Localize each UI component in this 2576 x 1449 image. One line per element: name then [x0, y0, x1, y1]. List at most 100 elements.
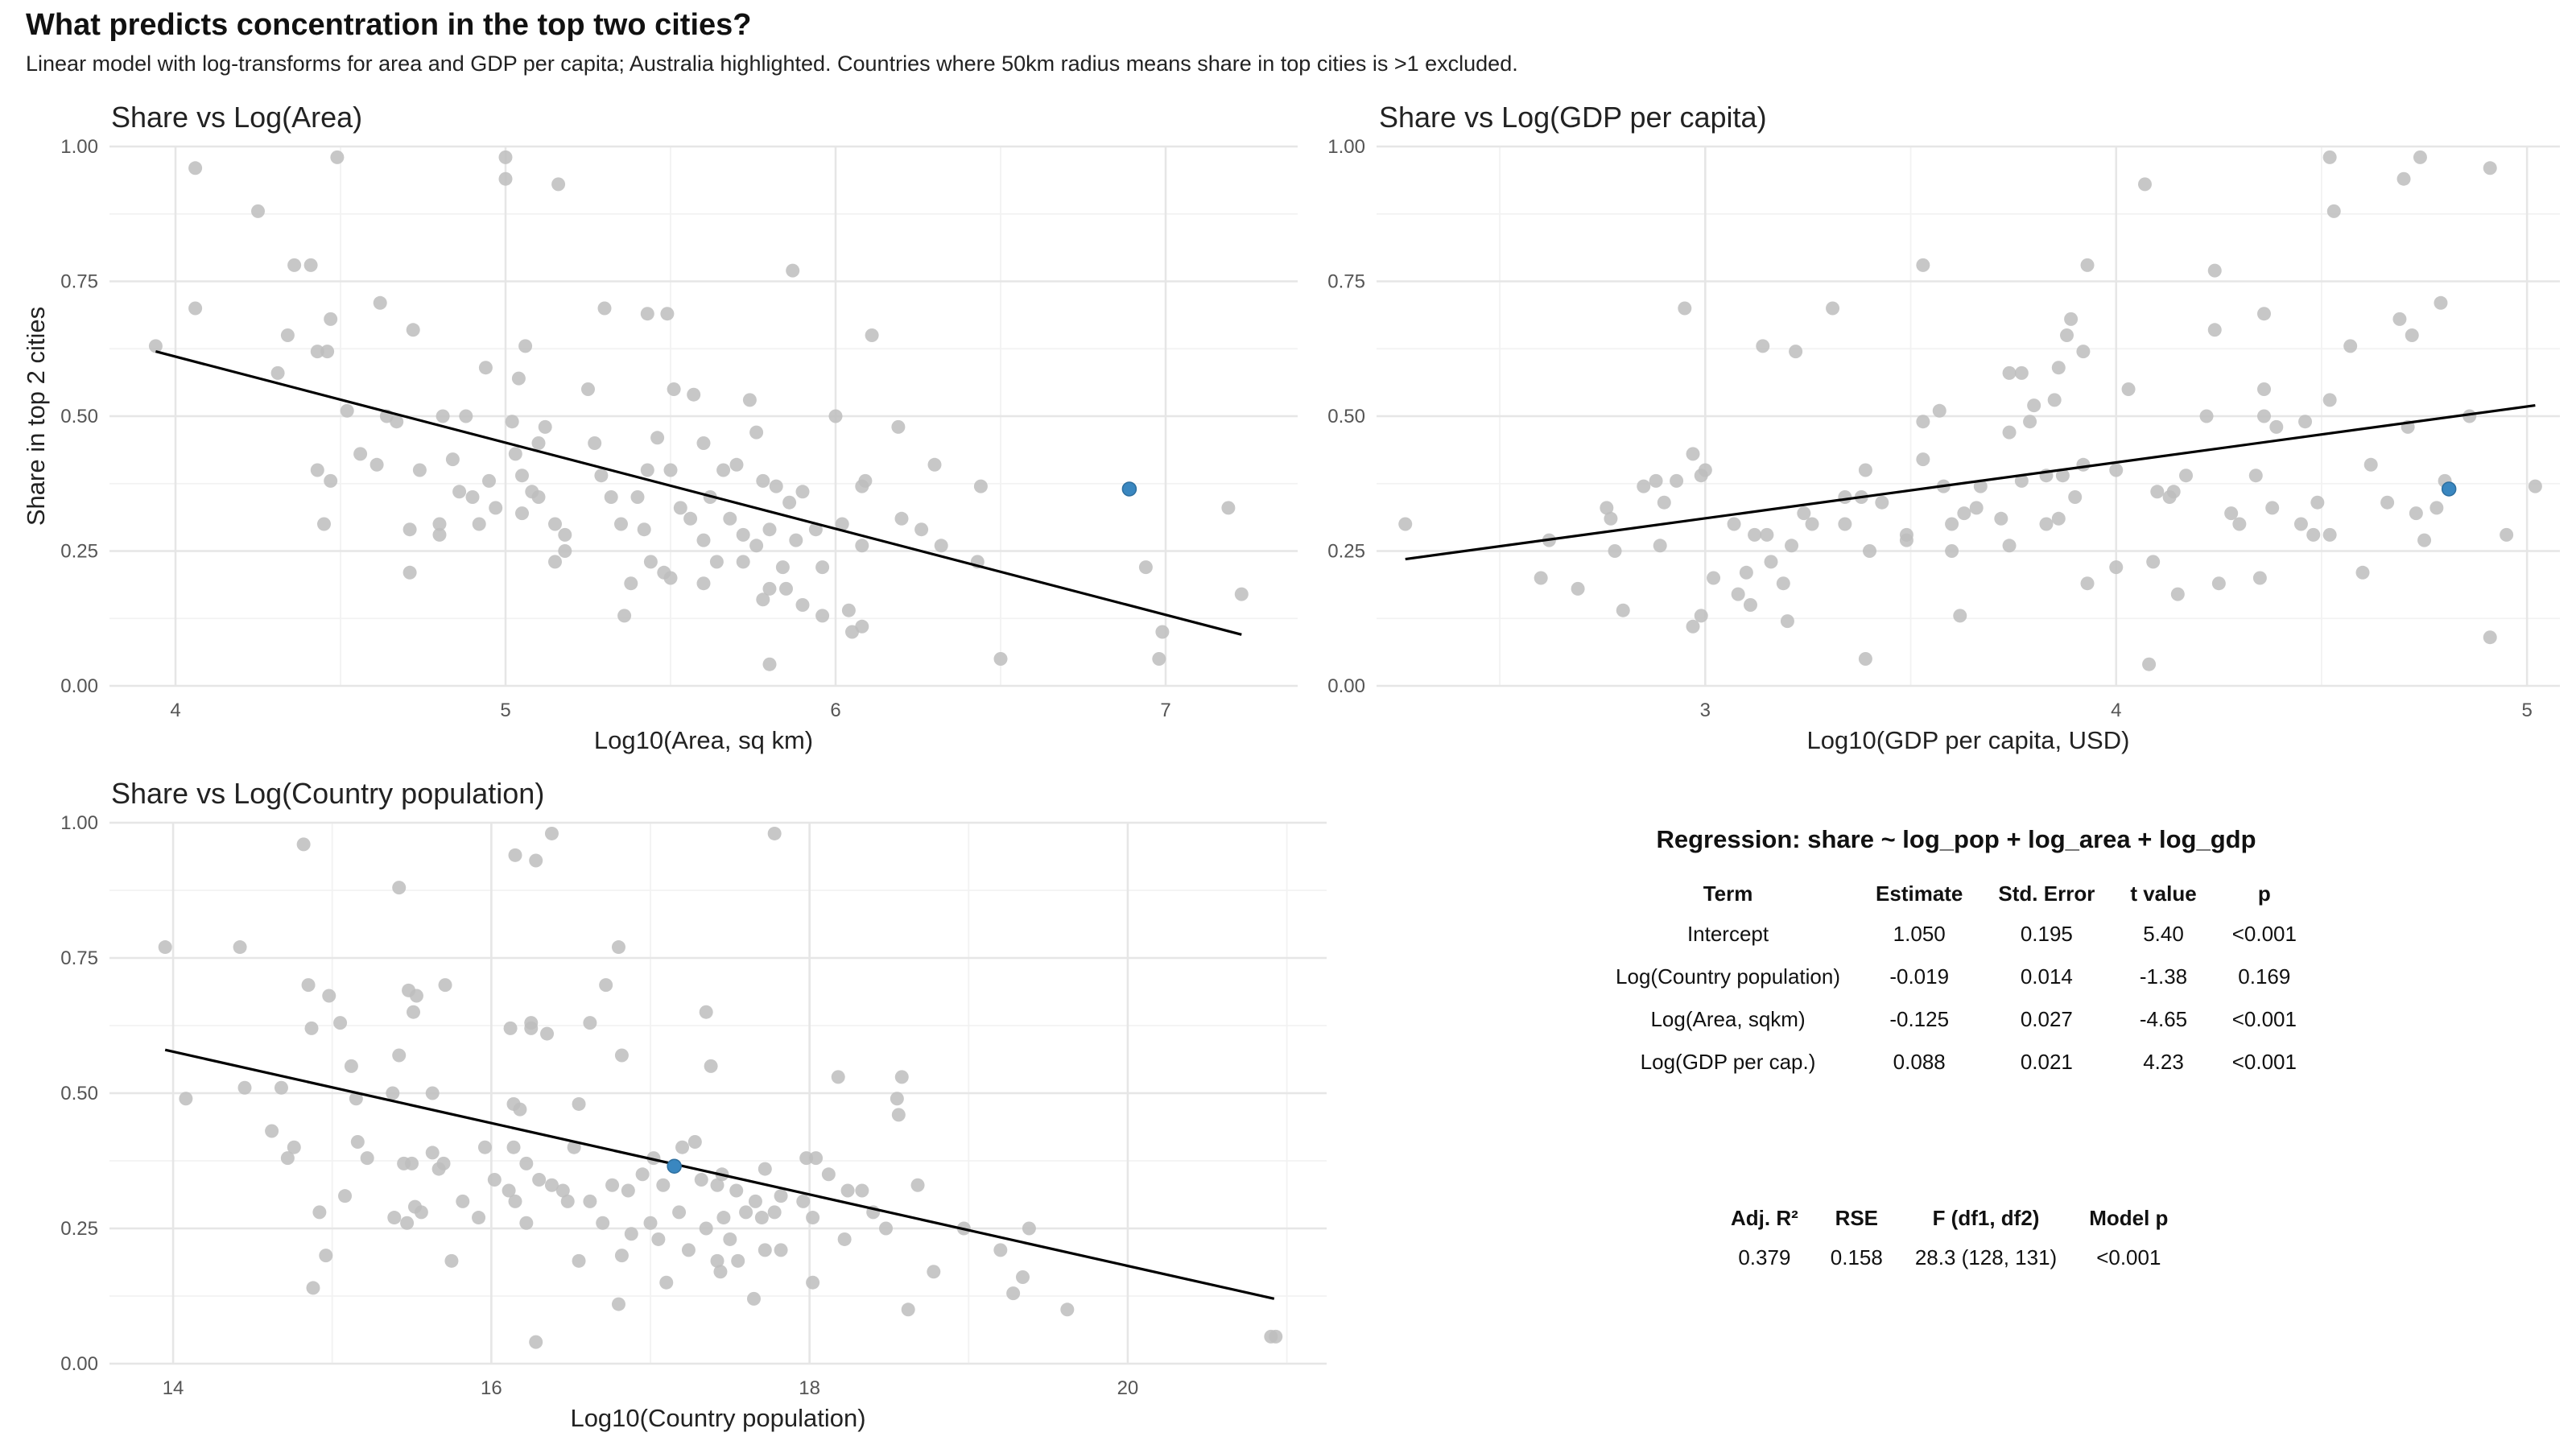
data-point — [436, 409, 450, 423]
x-tick-label: 16 — [481, 1377, 502, 1399]
data-point — [2429, 501, 2444, 515]
data-point — [1776, 576, 1790, 591]
data-point — [865, 328, 879, 342]
data-point — [558, 527, 572, 542]
data-point — [405, 1156, 419, 1170]
data-point — [1571, 581, 1585, 596]
table-row: Log(GDP per cap.) 0.088 0.021 4.23 <0.00… — [1598, 1041, 2314, 1084]
data-point — [538, 419, 552, 434]
data-point — [643, 555, 658, 569]
x-tick-label: 5 — [2521, 700, 2532, 721]
data-point — [2269, 419, 2284, 434]
data-point — [369, 457, 384, 472]
data-point — [2064, 312, 2079, 326]
data-point — [2322, 527, 2337, 542]
data-point — [640, 463, 654, 477]
data-point — [505, 415, 519, 429]
data-point — [762, 657, 777, 671]
data-point — [2248, 469, 2263, 483]
data-point — [583, 1016, 597, 1030]
data-point — [2434, 295, 2448, 310]
data-point — [617, 609, 632, 623]
header-estimate: Estimate — [1876, 881, 1963, 906]
data-point — [572, 1253, 586, 1268]
data-point — [1015, 1269, 1030, 1284]
data-point — [588, 436, 602, 450]
y-axis-title: Share in top 2 cities — [22, 307, 50, 526]
data-point — [855, 479, 869, 493]
data-point — [2207, 323, 2222, 337]
data-point — [438, 978, 452, 993]
data-point — [360, 1151, 374, 1166]
header-p: p — [2257, 881, 2271, 906]
data-point — [891, 419, 906, 434]
data-point — [663, 463, 678, 477]
data-point — [392, 881, 407, 895]
data-point — [731, 1253, 745, 1268]
data-point — [1953, 609, 1967, 623]
y-tick-label: 0.50 — [1327, 406, 1365, 427]
data-point — [614, 1048, 629, 1063]
data-point — [158, 940, 172, 955]
data-point — [799, 1151, 814, 1166]
data-point — [2257, 307, 2271, 321]
data-point — [1805, 517, 1819, 531]
data-point — [237, 1080, 252, 1095]
p-value-cell: <0.001 — [2231, 922, 2297, 946]
std-error-cell: 0.195 — [2020, 922, 2073, 946]
term-cell: Log(GDP per cap.) — [1640, 1050, 1816, 1074]
data-point — [456, 1194, 470, 1208]
x-tick-label: 4 — [2111, 700, 2121, 721]
data-point — [459, 409, 473, 423]
data-point — [498, 171, 513, 186]
panel-title: Share vs Log(Country population) — [111, 777, 544, 810]
header-f-stat: F (df1, df2) — [1932, 1206, 2040, 1230]
data-point — [1994, 511, 2008, 526]
f-stat-cell: 28.3 (128, 131) — [1914, 1245, 2058, 1269]
y-tick-label: 0.25 — [60, 541, 98, 563]
data-point — [696, 436, 711, 450]
data-point — [704, 1059, 718, 1073]
data-point — [445, 452, 460, 467]
data-point — [934, 539, 948, 553]
data-point — [2483, 630, 2497, 645]
data-point — [694, 1173, 708, 1187]
data-point — [531, 490, 546, 504]
y-tick-label: 0.50 — [60, 406, 98, 427]
highlight-point — [2441, 481, 2457, 497]
data-point — [746, 1291, 761, 1306]
data-point — [855, 539, 869, 553]
data-point — [519, 1216, 534, 1230]
y-tick-label: 1.00 — [1327, 136, 1365, 158]
data-point — [1743, 598, 1757, 612]
estimate-cell: 1.050 — [1893, 922, 1946, 946]
data-point — [687, 1134, 702, 1149]
data-point — [280, 328, 295, 342]
data-point — [2076, 345, 2091, 359]
data-point — [828, 409, 843, 423]
scatter-panel-2: 0.00 0.25 0.50 0.75 1.00 3 4 5 Share vs Log(GDP … — [1327, 101, 2560, 754]
data-point — [280, 1151, 295, 1166]
data-point — [809, 1151, 824, 1166]
data-point — [319, 1249, 333, 1263]
data-point — [519, 1156, 534, 1170]
data-point — [506, 1140, 521, 1154]
data-point — [723, 1232, 737, 1246]
table-row: 0.379 0.158 28.3 (128, 131) <0.001 — [1715, 1237, 2184, 1278]
data-point — [597, 301, 612, 316]
y-tick-label: 0.25 — [60, 1218, 98, 1240]
data-point — [795, 598, 810, 612]
data-point — [1616, 603, 1630, 617]
data-point — [891, 1108, 906, 1122]
data-point — [614, 1249, 629, 1263]
data-point — [640, 307, 654, 321]
data-point — [1863, 544, 1876, 558]
data-point — [835, 517, 849, 531]
data-point — [2298, 415, 2313, 429]
data-point — [1945, 517, 1959, 531]
x-axis-title: Log10(GDP per capita, USD) — [1807, 726, 2130, 754]
estimate-cell: 0.088 — [1893, 1050, 1946, 1074]
data-point — [774, 1189, 788, 1203]
data-point — [412, 463, 427, 477]
data-point — [667, 382, 681, 396]
